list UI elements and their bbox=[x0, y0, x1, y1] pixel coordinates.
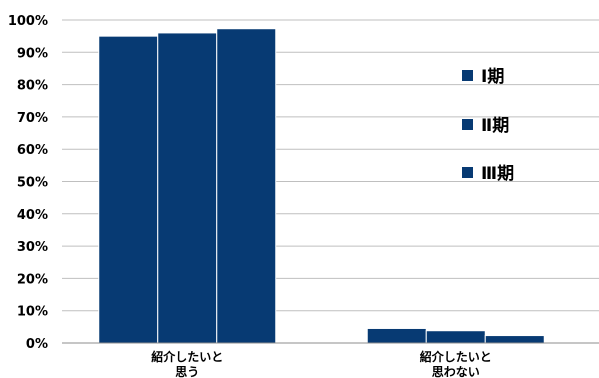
legend-swatch bbox=[462, 167, 473, 178]
category-label: 紹介したいと思わない bbox=[420, 349, 492, 378]
y-tick-label: 0% bbox=[26, 337, 48, 352]
y-tick-label: 20% bbox=[17, 272, 48, 287]
y-tick-label: 80% bbox=[17, 79, 48, 94]
legend-swatch bbox=[462, 70, 473, 81]
bar-1-2 bbox=[366, 327, 427, 344]
category-labels: 紹介したいと思う 紹介したいと思わない bbox=[151, 349, 492, 378]
y-tick-label: 60% bbox=[17, 143, 48, 158]
y-tick-label: 30% bbox=[17, 240, 48, 255]
legend-label: Ⅰ期 bbox=[481, 67, 504, 87]
legend: Ⅰ期 Ⅱ期 Ⅲ期 bbox=[462, 67, 514, 184]
bar-3-1 bbox=[216, 28, 277, 344]
y-axis-ticks: 0% 10% 20% 30% 40% 50% 60% 70% 80% 90% 100% bbox=[8, 14, 48, 352]
y-tick-label: 100% bbox=[8, 14, 48, 29]
legend-swatch bbox=[462, 119, 473, 130]
bar-3-2 bbox=[484, 335, 545, 344]
legend-label: Ⅱ期 bbox=[481, 116, 509, 136]
legend-label: Ⅲ期 bbox=[481, 164, 514, 184]
bar-2-1 bbox=[157, 32, 218, 344]
y-tick-label: 50% bbox=[17, 176, 48, 191]
y-tick-label: 40% bbox=[17, 208, 48, 223]
y-tick-label: 10% bbox=[17, 305, 48, 320]
category-label: 紹介したいと思う bbox=[151, 349, 223, 378]
bars bbox=[98, 28, 545, 344]
y-tick-label: 70% bbox=[17, 111, 48, 126]
y-tick-label: 90% bbox=[17, 46, 48, 61]
bar-1-1 bbox=[98, 35, 159, 344]
bar-2-2 bbox=[425, 330, 486, 344]
